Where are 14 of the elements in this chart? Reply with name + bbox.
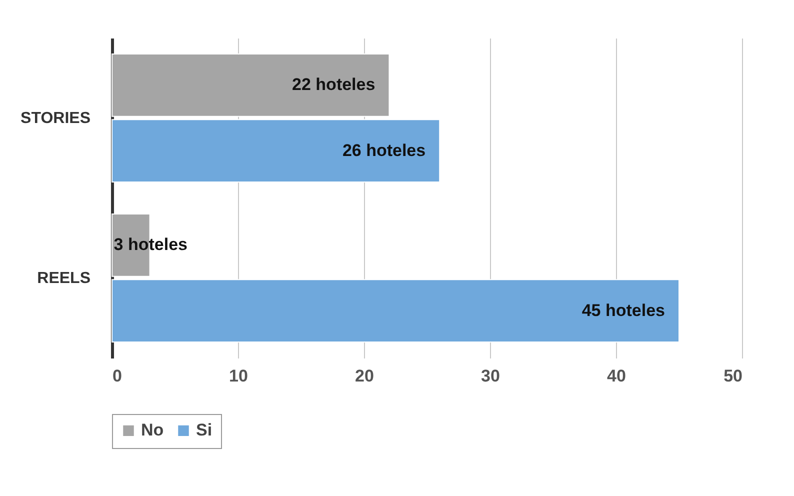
legend-label: Si xyxy=(196,420,212,440)
data-label: 3 hoteles xyxy=(114,235,188,254)
x-tick-label: 10 xyxy=(229,366,248,386)
data-label: 45 hoteles xyxy=(582,300,665,320)
x-tick-label: 0 xyxy=(112,366,122,386)
x-tick-label: 50 xyxy=(724,366,742,386)
data-label: 26 hoteles xyxy=(342,140,426,160)
x-tick-label: 20 xyxy=(355,366,374,386)
y-tick-label: REELS xyxy=(37,270,91,287)
x-tick-label: 40 xyxy=(607,366,626,386)
y-tick-label: STORIES xyxy=(20,110,91,127)
x-tick-label: 30 xyxy=(481,366,500,386)
data-label: 22 hoteles xyxy=(292,75,376,94)
legend-label: No xyxy=(141,420,164,440)
